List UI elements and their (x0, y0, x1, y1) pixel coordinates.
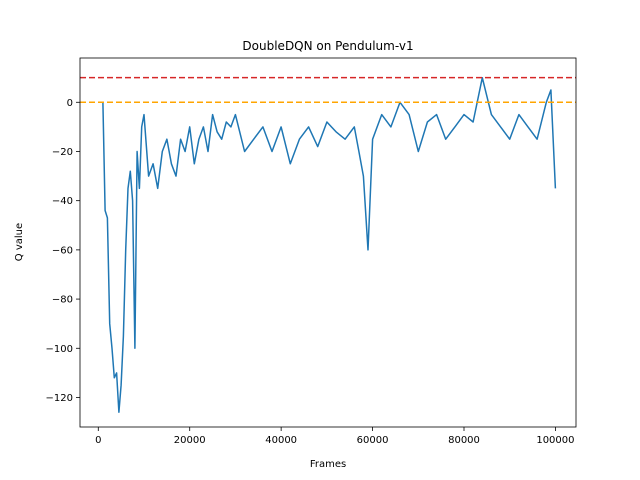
x-tick-label: 100000 (536, 435, 574, 446)
x-tick-label: 0 (95, 435, 101, 446)
y-tick-label: −100 (46, 344, 73, 355)
chart-title: DoubleDQN on Pendulum-v1 (242, 39, 413, 53)
x-axis: 0 20000 40000 60000 80000 100000 (95, 427, 575, 446)
y-tick-label: −20 (52, 147, 73, 158)
y-tick-label: −120 (46, 393, 73, 404)
y-axis: −120 −100 −80 −60 −40 −20 0 (46, 98, 80, 404)
reference-lines (80, 76, 576, 104)
series-group (102, 76, 557, 413)
x-axis-label: Frames (310, 459, 346, 470)
x-tick-label: 40000 (265, 435, 297, 446)
series-line-0 (102, 76, 557, 413)
y-tick-label: −80 (52, 295, 73, 306)
plot-frame (79, 57, 577, 428)
y-tick-label: 0 (67, 98, 73, 109)
y-tick-label: −40 (52, 196, 73, 207)
y-tick-label: −60 (52, 245, 73, 256)
x-tick-label: 80000 (448, 435, 480, 446)
x-tick-label: 20000 (174, 435, 206, 446)
y-axis-label: Q value (14, 223, 25, 261)
plot-background (80, 58, 576, 427)
x-tick-label: 60000 (357, 435, 389, 446)
